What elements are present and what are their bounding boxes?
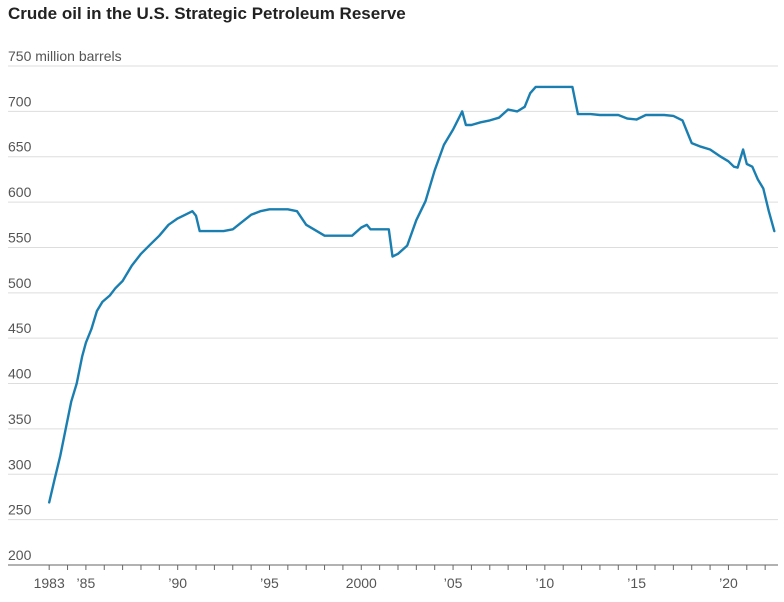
x-tick-label-1990: ’90 [168, 575, 187, 591]
chart-title: Crude oil in the U.S. Strategic Petroleu… [8, 4, 406, 23]
y-tick-label-650: 650 [8, 139, 32, 155]
x-tick-label-1983: 1983 [34, 575, 65, 591]
y-tick-label-250: 250 [8, 502, 32, 518]
y-tick-label-350: 350 [8, 411, 32, 427]
y-tick-label-550: 550 [8, 229, 32, 245]
x-tick-label-2010: ’10 [536, 575, 555, 591]
x-tick-label-1995: ’95 [260, 575, 279, 591]
series-layer [48, 85, 776, 504]
y-tick-label-700: 700 [8, 93, 32, 109]
x-tick-label-2020: ’20 [719, 575, 738, 591]
grid-lines [8, 65, 778, 521]
y-tick-label-450: 450 [8, 320, 32, 336]
x-tick-label-1985: ’85 [77, 575, 96, 591]
x-axis: 1983 ’85 ’90 ’95 2000 ’05 ’10 ’15 ’20 [8, 564, 778, 591]
y-tick-label-750: 750 million barrels [8, 48, 122, 64]
y-tick-label-500: 500 [8, 275, 32, 291]
y-tick-label-400: 400 [8, 366, 32, 382]
x-tick-label-2005: ’05 [444, 575, 463, 591]
x-tick-label-2000: 2000 [346, 575, 377, 591]
y-tick-label-300: 300 [8, 456, 32, 472]
x-tick-label-2015: ’15 [627, 575, 646, 591]
y-tick-label-200: 200 [8, 547, 32, 563]
series-line-0 [48, 85, 776, 504]
y-tick-label-600: 600 [8, 184, 32, 200]
y-tick-labels: 750 million barrels 700 650 600 550 500 450 400… [8, 48, 122, 563]
